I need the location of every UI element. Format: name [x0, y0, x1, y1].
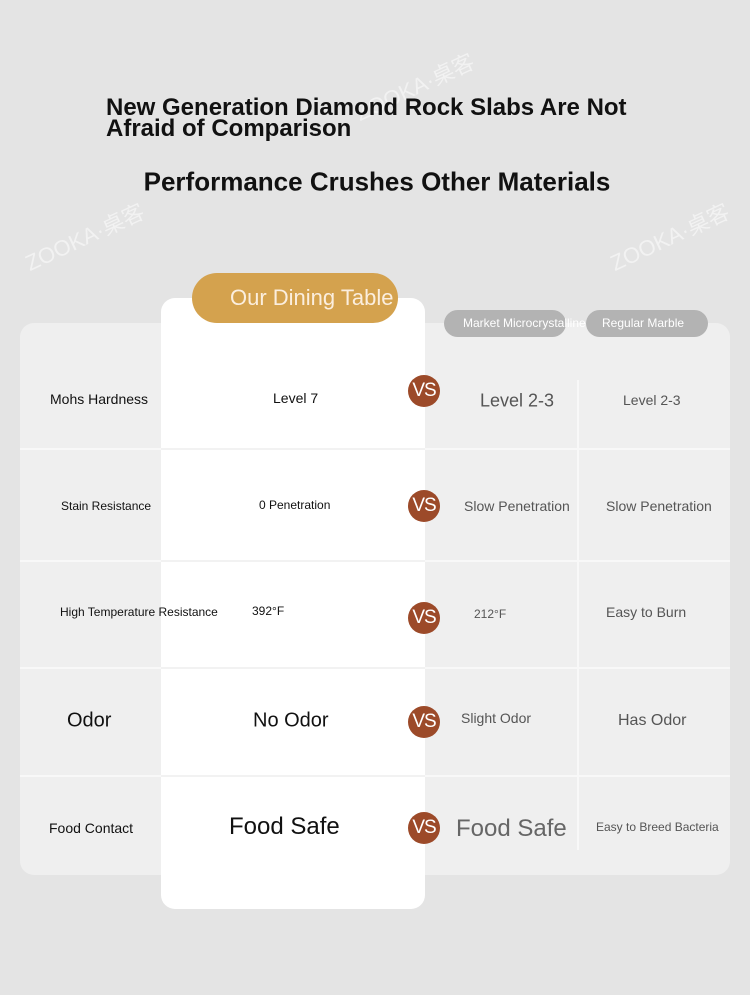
market-value: Slow Penetration [464, 498, 570, 514]
market-value: Slight Odor [461, 710, 532, 726]
highlight-card [161, 298, 425, 909]
our-value: 392°F [252, 604, 285, 618]
our-value: 0 Penetration [259, 498, 331, 512]
market-value: Food Safe [456, 815, 567, 842]
feature-label: Mohs Hardness [50, 391, 149, 407]
feature-label: Stain Resistance [61, 499, 152, 513]
marble-value: Slow Penetration [606, 498, 712, 514]
market-value: 212°F [474, 607, 507, 621]
our-value: No Odor [253, 709, 329, 732]
vs-badge: VS [408, 812, 440, 844]
marble-value: Easy to Breed Bacteria [596, 820, 719, 834]
row-divider [161, 775, 425, 777]
market-value: Level 2-3 [480, 390, 555, 411]
our-value: Level 7 [273, 390, 319, 406]
vs-badge: VS [408, 375, 440, 407]
vs-badge: VS [408, 490, 440, 522]
marble-value: Has Odor [618, 712, 687, 729]
row-divider [161, 448, 425, 450]
row-divider [161, 560, 425, 562]
row-divider [161, 667, 425, 669]
feature-label: Odor [67, 709, 112, 732]
marble-value: Level 2-3 [623, 392, 681, 408]
feature-label: Food Contact [49, 820, 134, 836]
column-header: Regular Marble [586, 310, 708, 337]
column-header: Our Dining Table [192, 273, 398, 323]
feature-label: High Temperature Resistance [60, 605, 218, 619]
marble-value: Easy to Burn [606, 604, 687, 620]
title: New Generation Diamond Rock Slabs Are No… [106, 94, 627, 142]
watermark: ZOOKA·桌客 [606, 198, 734, 276]
subtitle: Performance Crushes Other Materials [143, 166, 611, 197]
column-divider [577, 380, 579, 850]
watermark: ZOOKA·桌客 [21, 198, 149, 276]
vs-badge: VS [408, 602, 440, 634]
vs-badge: VS [408, 706, 440, 738]
column-header: Market Microcrystalline Stone [444, 310, 620, 337]
our-value: Food Safe [229, 813, 340, 840]
